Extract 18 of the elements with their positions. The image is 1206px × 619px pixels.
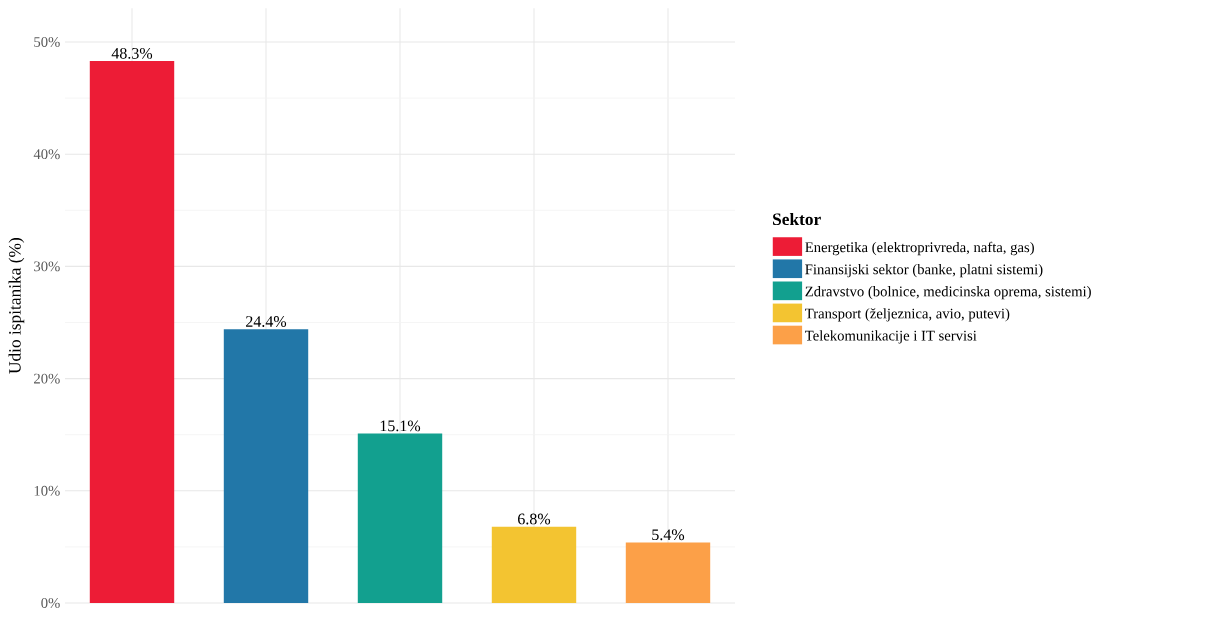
data-label: 5.4%	[652, 529, 685, 541]
data-label: 24.4%	[246, 316, 287, 327]
legend-label: Finansijski sektor (banke, platni sistemi)	[805, 264, 1043, 278]
y-tick-label: 10%	[34, 485, 60, 496]
data-label: 15.1%	[380, 420, 421, 432]
y-tick-label: 0%	[41, 598, 60, 608]
y-tick-label: 20%	[34, 373, 60, 384]
y-axis-title: Udio ispitanika (%)	[8, 238, 25, 374]
y-tick-label: 50%	[34, 37, 60, 47]
legend-title: Sektor	[773, 212, 821, 226]
y-tick-label: 40%	[33, 149, 60, 160]
legend-label: Energetika (elektroprivreda, nafta, gas)	[805, 241, 1034, 256]
legend-label: Telekomunikacije i IT servisi	[805, 330, 977, 344]
legend-label: Transport (željeznica, avio, putevi)	[805, 308, 1010, 322]
data-label: 48.3%	[111, 47, 153, 59]
legend-label: Zdravstvo (bolnice, medicinska oprema, sistemi)	[805, 286, 1091, 300]
y-tick-label: 30%	[34, 261, 60, 272]
data-label: 6.8%	[518, 513, 551, 525]
